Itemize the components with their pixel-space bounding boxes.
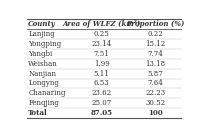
Text: 7.64: 7.64 [147,79,163,87]
Text: 22.23: 22.23 [145,89,165,97]
Text: 0.22: 0.22 [147,30,163,38]
Text: 0.25: 0.25 [93,30,109,38]
Text: Area of WLFZ (km²): Area of WLFZ (km²) [62,20,140,28]
Text: Nanjian: Nanjian [28,70,56,78]
Text: 13.18: 13.18 [145,60,165,68]
Text: Total: Total [28,109,48,117]
Text: 87.05: 87.05 [90,109,112,117]
Text: 23.62: 23.62 [91,89,111,97]
Text: 5.87: 5.87 [147,70,163,78]
Text: Weishan: Weishan [28,60,58,68]
Text: Yongping: Yongping [28,40,61,48]
Text: 6.53: 6.53 [94,79,109,87]
Text: 1.99: 1.99 [93,60,109,68]
Text: 25.07: 25.07 [91,99,111,107]
Text: 23.14: 23.14 [91,40,111,48]
Text: 7.51: 7.51 [93,50,109,58]
Text: Longyng: Longyng [28,79,59,87]
Text: Lanjing: Lanjing [28,30,55,38]
Text: 100: 100 [148,109,162,117]
Text: Proportion (%): Proportion (%) [126,20,184,28]
Text: Fenqjing: Fenqjing [28,99,59,107]
Text: 15.12: 15.12 [145,40,165,48]
Text: 5.11: 5.11 [93,70,109,78]
Text: Chanaring: Chanaring [28,89,65,97]
Text: 30.52: 30.52 [145,99,165,107]
Text: County: County [28,20,56,28]
Text: Yangbi: Yangbi [28,50,52,58]
Text: 7.74: 7.74 [147,50,163,58]
